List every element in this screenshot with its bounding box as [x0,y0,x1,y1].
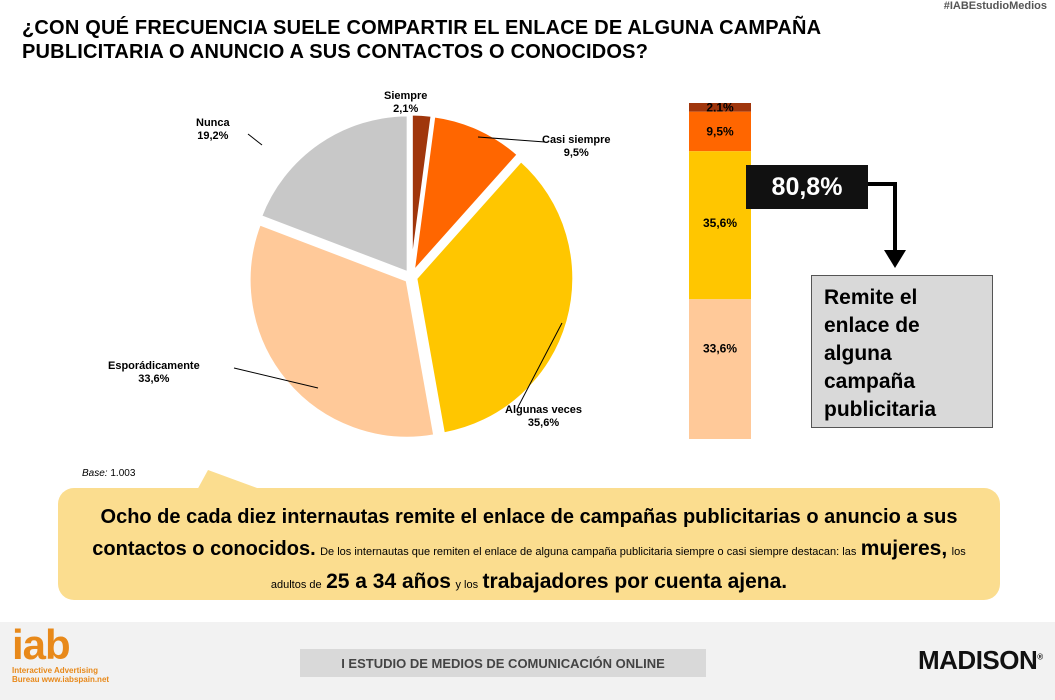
iab-subtitle: Interactive Advertising Bureau www.iabsp… [12,666,109,684]
hashtag: #IABEstudioMedios [943,0,1047,12]
base-label: Base: [82,468,108,479]
bar-segment-label: 2,1% [706,100,734,114]
bar-segment-label: 9,5% [706,124,734,138]
callout-em-edad: 25 a 34 años [326,570,451,593]
callout-tail [196,470,268,492]
bar-segment-label: 35,6% [703,216,737,230]
pie-label-name: Nunca [196,117,230,129]
pie-label-name: Algunas veces [505,404,583,416]
pie-chart [247,112,576,440]
title-line-2: PUBLICITARIA O ANUNCIO A SUS CONTACTOS O… [22,41,649,63]
pie-slice-espor-dicamente [247,221,437,440]
callout-detail-1: De los internautas que remiten el enlace… [320,546,857,558]
page-title: ¿CON QUÉ FRECUENCIA SUELE COMPARTIR EL E… [22,16,1002,64]
arrow-head [884,250,906,268]
pie-label-value: 33,6% [138,373,170,385]
iab-logo: iab [12,621,71,668]
madison-wordmark: MADISON [918,645,1038,675]
pie-label-casi-siempre: Casi siempre 9,5% [542,134,610,160]
study-name-banner: I ESTUDIO DE MEDIOS DE COMUNICACIÓN ONLI… [300,649,706,677]
callout-em-mujeres: mujeres, [860,537,948,560]
madison-logo: MADISON® [918,645,1043,676]
pie-leader-lines [233,133,563,408]
madison-registered-mark: ® [1037,652,1043,662]
title-line-1: ¿CON QUÉ FRECUENCIA SUELE COMPARTIR EL E… [22,17,822,39]
bar-segment [689,151,751,300]
iab-subtitle-line-2: Bureau www.iabspain.net [12,675,110,684]
callout-box: Ocho de cada diez internautas remite el … [58,488,1000,600]
pie-slice-nunca [258,113,410,276]
pie-label-name: Casi siempre [542,134,611,146]
pie-label-algunas-veces: Algunas veces 35,6% [505,404,582,430]
bar-segment [689,299,751,439]
leader-line [247,133,263,146]
iab-subtitle-line-1: Interactive Advertising [12,666,98,675]
callout-detail-2: los adultos de [270,546,966,591]
bar-segment [689,103,751,112]
pie-label-value: 35,6% [527,417,560,429]
arrow-line [868,182,897,255]
bar-segment-label: 33,6% [703,341,737,355]
leader-line [517,322,563,408]
remite-box: Remite el enlace de alguna campaña publi… [811,275,993,428]
pie-label-value: 9,5% [563,147,589,159]
callout-em-trabajadores: trabajadores por cuenta ajena. [482,570,788,593]
pie-slice-algunas-veces [414,158,576,436]
base-note: Base: 1.003 [82,468,135,479]
pie-label-siempre: Siempre 2,1% [384,90,427,116]
leader-line [233,367,319,389]
pie-label-espor-dicamente: Esporádicamente 33,6% [108,360,200,386]
callout-detail-3: y los [455,579,479,591]
total-percentage: 80,8% [746,165,868,209]
pie-slice-siempre [409,112,434,273]
pie-label-name: Siempre [384,90,428,102]
pie-label-value: 2,1% [393,103,419,115]
base-value: 1.003 [110,468,136,479]
arrow-connector [868,182,906,268]
pie-slice-casi-siempre [410,114,521,278]
stacked-bar-chart: 2,1% 9,5% 35,6% 33,6% [689,100,751,439]
pie-label-value: 19,2% [197,130,229,142]
pie-label-name: Esporádicamente [108,360,200,372]
callout-headline: Ocho de cada diez internautas remite el … [92,506,958,560]
bar-segment [689,111,751,152]
leader-line [477,136,546,143]
chart-canvas: 2,1% 9,5% 35,6% 33,6% [233,100,906,440]
pie-label-nunca: Nunca 19,2% [196,117,230,143]
